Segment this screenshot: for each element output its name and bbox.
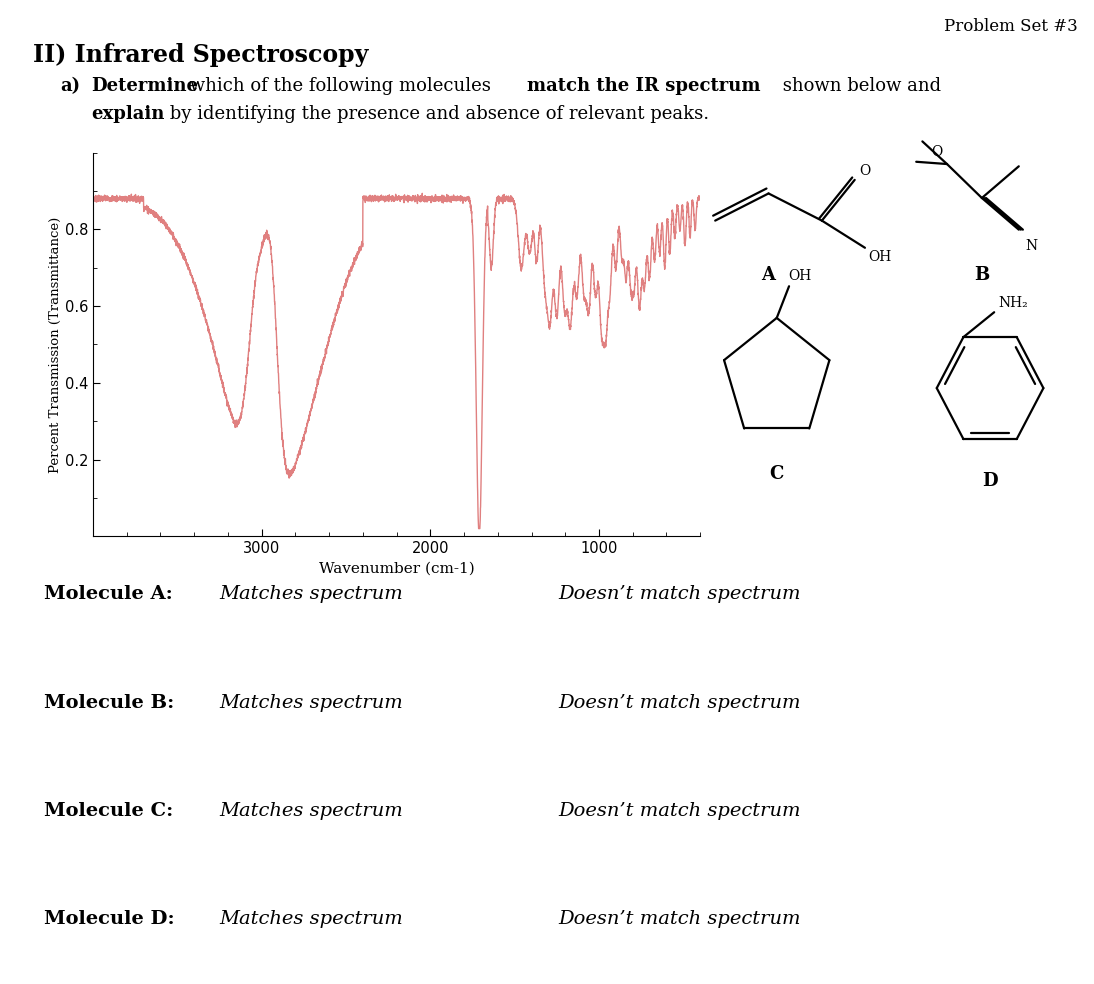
Text: Molecule B:: Molecule B:	[44, 694, 174, 711]
Text: D: D	[982, 471, 998, 490]
Text: Problem Set #3: Problem Set #3	[944, 18, 1078, 34]
Text: N: N	[1025, 239, 1037, 253]
Text: a): a)	[60, 77, 80, 94]
Text: Matches spectrum: Matches spectrum	[219, 694, 403, 711]
Text: Doesn’t match spectrum: Doesn’t match spectrum	[558, 694, 801, 711]
Text: explain: explain	[91, 105, 164, 123]
Text: OH: OH	[788, 269, 812, 282]
Text: II) Infrared Spectroscopy: II) Infrared Spectroscopy	[33, 43, 369, 67]
Text: Doesn’t match spectrum: Doesn’t match spectrum	[558, 910, 801, 928]
Text: A: A	[761, 266, 776, 283]
X-axis label: Wavenumber (cm-1): Wavenumber (cm-1)	[318, 562, 475, 576]
Text: Matches spectrum: Matches spectrum	[219, 910, 403, 928]
Text: Matches spectrum: Matches spectrum	[219, 802, 403, 820]
Text: OH: OH	[869, 250, 892, 264]
Text: Doesn’t match spectrum: Doesn’t match spectrum	[558, 585, 801, 603]
Text: Molecule D:: Molecule D:	[44, 910, 174, 928]
Text: match the IR spectrum: match the IR spectrum	[527, 77, 760, 94]
Text: C: C	[769, 465, 784, 483]
Text: B: B	[975, 266, 989, 283]
Text: Molecule C:: Molecule C:	[44, 802, 173, 820]
Text: O: O	[859, 163, 870, 177]
Text: shown below and: shown below and	[777, 77, 941, 94]
Text: Determine: Determine	[91, 77, 198, 94]
Text: Molecule A:: Molecule A:	[44, 585, 173, 603]
Text: NH₂: NH₂	[999, 296, 1028, 310]
Y-axis label: Percent Transmission (Transmittance): Percent Transmission (Transmittance)	[49, 216, 62, 472]
Text: by identifying the presence and absence of relevant peaks.: by identifying the presence and absence …	[164, 105, 709, 123]
Text: Matches spectrum: Matches spectrum	[219, 585, 403, 603]
Text: Doesn’t match spectrum: Doesn’t match spectrum	[558, 802, 801, 820]
Text: O: O	[932, 145, 943, 158]
Text: which of the following molecules: which of the following molecules	[184, 77, 497, 94]
